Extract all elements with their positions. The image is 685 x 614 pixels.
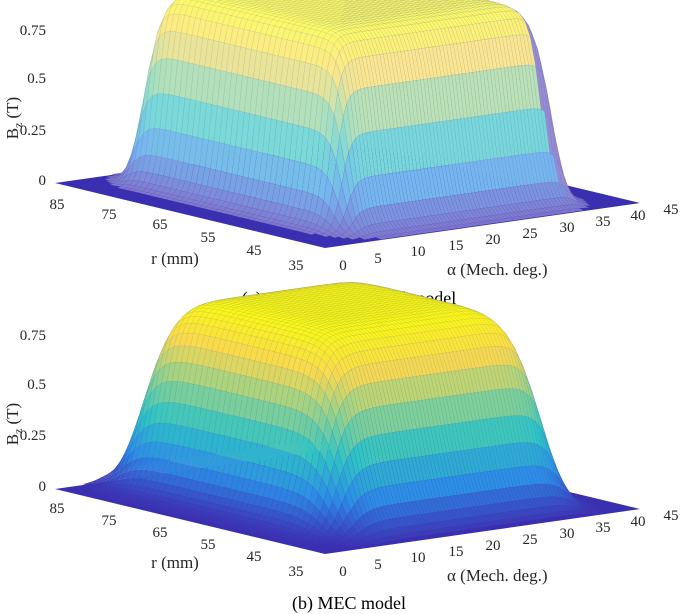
panel-a: 0 0.25 0.5 0.75 Bz(T) 85 75 65 55 45 35 … xyxy=(3,0,679,309)
r-tick-label: 75 xyxy=(102,207,117,223)
alpha-tick-label: 35 xyxy=(596,214,611,230)
r-axis-label: r (mm) xyxy=(151,249,199,268)
alpha-tick-label: 20 xyxy=(486,232,501,248)
surface-cell xyxy=(224,0,233,2)
surface-cell xyxy=(210,0,221,3)
surface-cell xyxy=(177,0,187,5)
surface-cell xyxy=(217,0,224,1)
alpha-tick-label: 25 xyxy=(523,226,538,242)
r-tick-label: 55 xyxy=(201,230,216,246)
alpha-tick-label: 45 xyxy=(664,202,679,218)
surface-cell xyxy=(219,0,230,3)
alpha-tick-label: 0 xyxy=(339,258,347,274)
z-axis-label: Bz(T) xyxy=(3,97,25,139)
surface-cell xyxy=(245,0,255,2)
alpha-tick-label: 15 xyxy=(449,238,464,254)
surface-plot-b xyxy=(55,282,640,554)
alpha-tick-label: 10 xyxy=(411,244,426,260)
surface-cell xyxy=(182,0,192,6)
alpha-tick-label: 30 xyxy=(560,220,575,236)
alpha-axis-label: α (Mech. deg.) xyxy=(447,260,547,279)
surface-cell xyxy=(206,0,214,2)
surface-cell xyxy=(237,0,246,1)
surface-cell xyxy=(202,0,212,4)
alpha-tick-label: 40 xyxy=(631,208,646,224)
panel-b: 0 0.25 0.5 0.75 Bz(T) 85 75 65 55 45 35 … xyxy=(3,282,679,614)
surface-cell xyxy=(191,0,199,2)
r-tick-label: 65 xyxy=(153,217,168,233)
z-axis-a: 0 0.25 0.5 0.75 Bz(T) xyxy=(3,23,46,189)
surface-cell xyxy=(232,0,242,2)
r-tick-label: 35 xyxy=(289,258,304,274)
surface-plot-a xyxy=(55,0,640,248)
z-tick-label: 0 xyxy=(39,173,47,189)
alpha-tick-label: 5 xyxy=(374,251,382,267)
z-tick-label: 0.5 xyxy=(27,71,46,87)
z-tick-label: 0.75 xyxy=(20,23,46,39)
surface-cell xyxy=(196,0,206,3)
r-tick-label: 45 xyxy=(247,243,262,259)
r-tick-label: 85 xyxy=(50,197,65,213)
